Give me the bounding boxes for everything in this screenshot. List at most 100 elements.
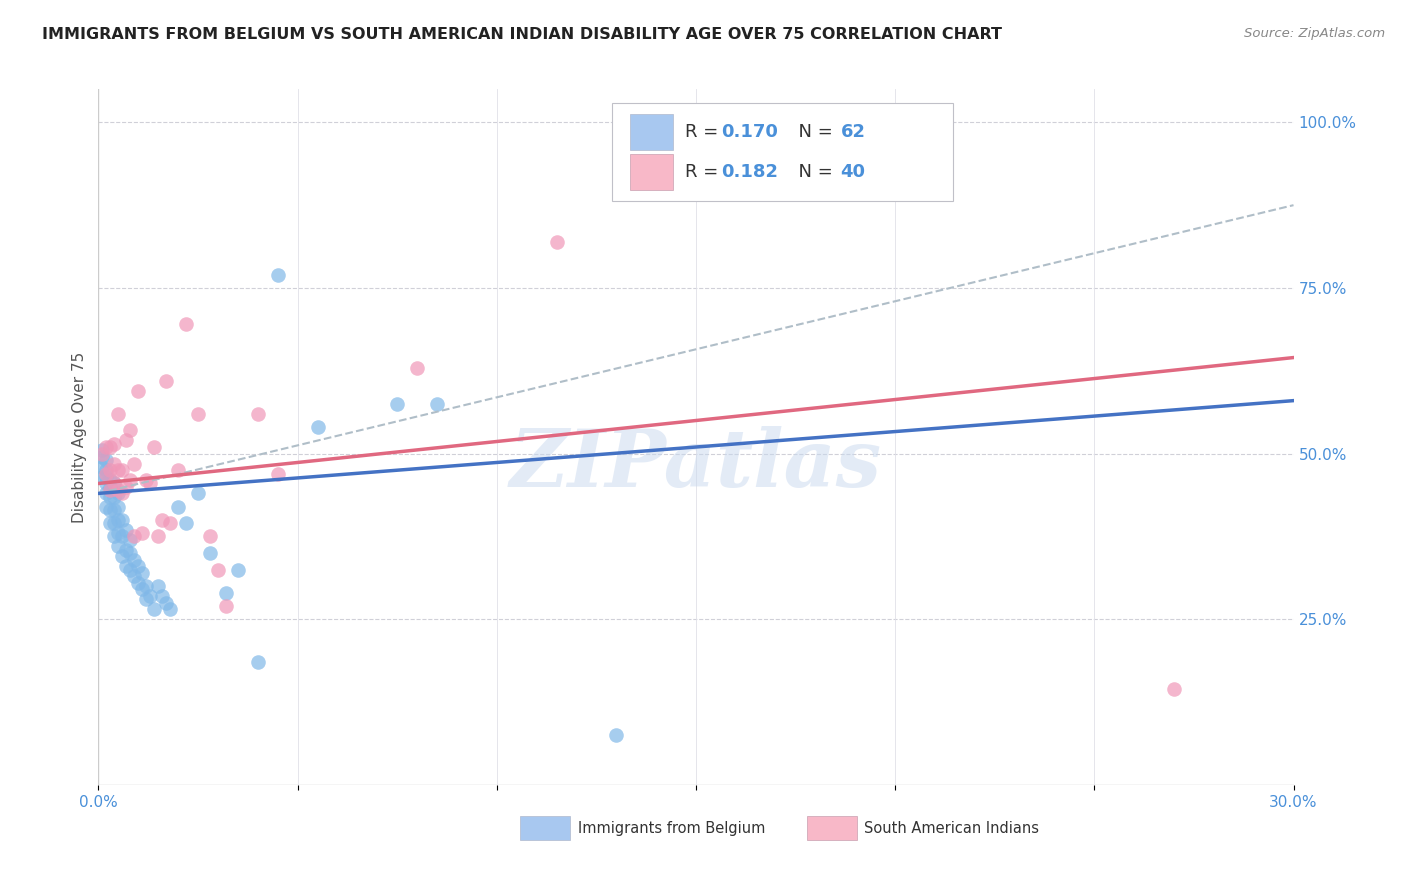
Point <box>96 440 118 454</box>
Point <box>187 486 209 500</box>
FancyBboxPatch shape <box>630 153 673 190</box>
Point <box>96 467 118 481</box>
Point <box>155 596 177 610</box>
Point <box>131 582 153 597</box>
Point <box>111 463 134 477</box>
Point <box>96 463 118 477</box>
Point <box>174 516 197 531</box>
Point <box>167 500 190 514</box>
Point <box>426 397 449 411</box>
Point <box>135 473 157 487</box>
Point <box>98 516 122 531</box>
Point <box>1163 681 1185 696</box>
Point <box>226 563 249 577</box>
Point <box>98 463 122 477</box>
Point <box>406 360 429 375</box>
Point <box>107 483 129 497</box>
Point <box>91 470 114 484</box>
Point <box>215 599 238 613</box>
Point <box>127 384 149 398</box>
Text: N =: N = <box>787 123 838 141</box>
Point <box>139 476 162 491</box>
Text: 0.182: 0.182 <box>721 162 778 181</box>
Point <box>120 473 142 487</box>
Point <box>96 453 118 467</box>
Point <box>167 463 190 477</box>
Point <box>98 503 122 517</box>
Text: N =: N = <box>787 162 838 181</box>
Point <box>98 490 122 504</box>
Point <box>96 500 118 514</box>
Point <box>96 476 118 491</box>
Point <box>124 529 146 543</box>
Point <box>103 490 125 504</box>
Point <box>103 457 125 471</box>
Point <box>135 579 157 593</box>
Point <box>98 473 122 487</box>
Point <box>91 443 114 458</box>
Point <box>91 459 114 474</box>
Text: 62: 62 <box>841 123 866 141</box>
Point <box>107 486 129 500</box>
Point <box>98 480 122 494</box>
Point <box>127 559 149 574</box>
Point <box>111 549 134 564</box>
Point <box>120 563 142 577</box>
Text: ZIPatlas: ZIPatlas <box>510 426 882 504</box>
Point <box>120 533 142 547</box>
Point <box>111 513 134 527</box>
Point <box>207 563 229 577</box>
Point <box>143 602 166 616</box>
Point <box>115 542 138 557</box>
Point <box>246 407 269 421</box>
FancyBboxPatch shape <box>807 816 858 840</box>
Point <box>605 728 627 742</box>
Point <box>148 529 170 543</box>
Point <box>124 552 146 566</box>
Point <box>150 513 173 527</box>
Point <box>107 463 129 477</box>
Point <box>267 467 290 481</box>
Point <box>98 440 122 454</box>
Point <box>107 513 129 527</box>
Point <box>103 476 125 491</box>
Point <box>120 546 142 560</box>
Y-axis label: Disability Age Over 75: Disability Age Over 75 <box>72 351 87 523</box>
Point <box>159 602 181 616</box>
Point <box>198 546 221 560</box>
Point <box>148 579 170 593</box>
Text: South American Indians: South American Indians <box>865 821 1039 836</box>
Point <box>135 592 157 607</box>
Point <box>159 516 181 531</box>
Point <box>120 424 142 438</box>
Point <box>103 436 125 450</box>
Point <box>139 589 162 603</box>
Point <box>267 268 290 282</box>
Point <box>103 516 125 531</box>
Point <box>187 407 209 421</box>
Point <box>91 450 114 464</box>
Point <box>91 447 114 461</box>
Text: IMMIGRANTS FROM BELGIUM VS SOUTH AMERICAN INDIAN DISABILITY AGE OVER 75 CORRELAT: IMMIGRANTS FROM BELGIUM VS SOUTH AMERICA… <box>42 27 1002 42</box>
Point <box>131 566 153 580</box>
Point <box>107 407 129 421</box>
Point <box>246 656 269 670</box>
Point <box>103 476 125 491</box>
Point <box>717 132 740 146</box>
Point <box>107 526 129 541</box>
Point <box>103 529 125 543</box>
Point <box>174 318 197 332</box>
Point <box>115 523 138 537</box>
Text: 40: 40 <box>841 162 866 181</box>
Point <box>124 457 146 471</box>
Point <box>111 486 134 500</box>
Point <box>107 540 129 554</box>
Point <box>115 480 138 494</box>
Point <box>111 529 134 543</box>
Text: R =: R = <box>685 123 724 141</box>
Point <box>96 470 118 484</box>
Point <box>131 526 153 541</box>
Text: Immigrants from Belgium: Immigrants from Belgium <box>578 821 765 836</box>
Point <box>385 397 409 411</box>
Point <box>115 559 138 574</box>
